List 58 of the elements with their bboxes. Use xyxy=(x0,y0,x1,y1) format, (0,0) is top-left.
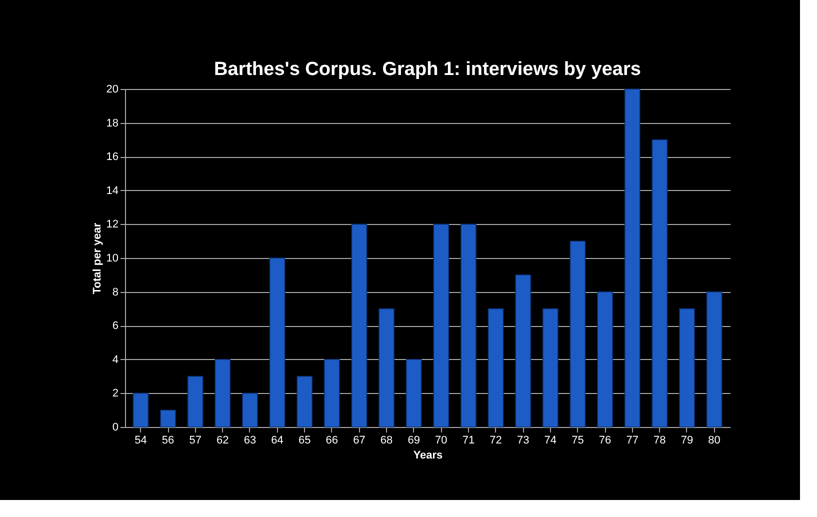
x-tick-label: 67 xyxy=(353,434,366,446)
x-tick-label: 73 xyxy=(516,434,530,446)
bar xyxy=(488,308,504,428)
x-tick-label: 76 xyxy=(598,434,612,446)
x-tick-label: 62 xyxy=(216,434,229,446)
x-tick-label: 74 xyxy=(544,434,557,446)
bar xyxy=(406,359,422,428)
x-axis-title: Years xyxy=(413,450,443,462)
x-tick-label: 80 xyxy=(708,434,720,446)
x-tick-label: 75 xyxy=(572,434,584,446)
x-tick-label: 64 xyxy=(271,434,284,446)
y-tick-label: 8 xyxy=(112,286,118,298)
bar xyxy=(296,376,312,428)
bar xyxy=(324,359,340,428)
x-tick-label: 69 xyxy=(408,434,420,446)
bar xyxy=(679,308,695,428)
bar xyxy=(624,88,640,428)
bar xyxy=(187,376,204,428)
y-tick-label: 0 xyxy=(112,422,118,434)
y-tick-label: 14 xyxy=(106,184,118,197)
bar xyxy=(214,359,231,428)
bar xyxy=(242,392,258,428)
x-tick-label: 66 xyxy=(326,434,338,446)
y-tick-label: 20 xyxy=(106,84,118,96)
y-tick-label: 2 xyxy=(112,388,118,400)
y-tick-label: 10 xyxy=(106,252,118,264)
x-tick-label: 68 xyxy=(380,434,393,446)
x-tick-label: 79 xyxy=(680,434,694,446)
y-tick-label: 6 xyxy=(112,320,118,332)
bar xyxy=(433,224,450,428)
bar xyxy=(351,224,368,428)
x-tick-label: 78 xyxy=(654,434,666,446)
x-tick-label: 71 xyxy=(462,434,475,446)
bar xyxy=(542,308,558,428)
bar xyxy=(460,224,476,428)
y-axis-title: Total per year xyxy=(91,222,104,294)
bar xyxy=(378,308,394,428)
bar xyxy=(269,258,286,428)
y-tick-label: 16 xyxy=(106,151,118,164)
bar xyxy=(706,291,722,428)
x-tick-label: 56 xyxy=(162,434,174,446)
x-tick-label: 54 xyxy=(134,434,147,446)
y-tick-label: 4 xyxy=(112,354,118,366)
x-tick-label: 57 xyxy=(189,434,202,446)
x-tick-label: 70 xyxy=(435,434,448,446)
bar xyxy=(652,139,668,428)
chart-title: Barthes's Corpus. Graph 1: interviews by years xyxy=(214,59,641,80)
bar xyxy=(160,410,176,428)
bar xyxy=(132,392,149,428)
x-tick-label: 77 xyxy=(626,434,638,446)
x-tick-label: 63 xyxy=(244,434,256,446)
x-tick-label: 65 xyxy=(298,434,311,446)
x-tick-label: 72 xyxy=(490,434,502,446)
y-tick-label: 18 xyxy=(106,117,118,130)
bar xyxy=(515,274,532,428)
bar xyxy=(597,291,613,428)
y-tick-label: 12 xyxy=(106,218,118,231)
bar xyxy=(570,240,586,428)
